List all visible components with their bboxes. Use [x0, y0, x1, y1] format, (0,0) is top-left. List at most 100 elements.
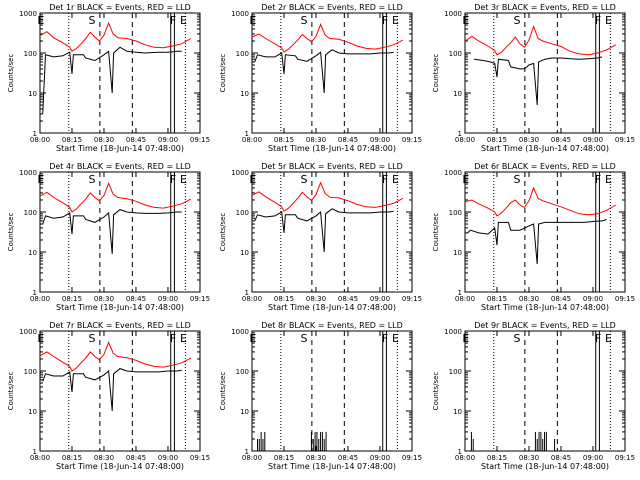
x-tick-label: 08:15: [274, 295, 294, 303]
y-tick-label: 1000: [231, 169, 249, 177]
x-tick-label: 08:15: [487, 136, 507, 144]
y-axis-label: Counts/sec: [7, 372, 15, 411]
panel-title: Det 6r BLACK = Events, RED = LLD: [474, 162, 616, 171]
x-tick-label: 09:15: [615, 136, 635, 144]
marker-letter: S: [514, 332, 521, 345]
y-axis-label: Counts/sec: [219, 372, 227, 411]
x-tick-label: 08:30: [306, 295, 326, 303]
panel-title: Det 9r BLACK = Events, RED = LLD: [474, 321, 616, 330]
marker-letter: E: [462, 14, 469, 27]
y-tick-label: 10: [240, 249, 249, 257]
plot-frame: [251, 171, 413, 293]
x-tick-label: 08:45: [338, 295, 358, 303]
panel-title: Det 8r BLACK = Events, RED = LLD: [261, 321, 403, 330]
y-tick-label: 1: [33, 130, 37, 138]
y-axis-label: Counts/sec: [432, 213, 440, 252]
x-tick-label: 09:00: [370, 136, 390, 144]
marker-letter: F: [382, 14, 388, 27]
x-tick-label: 08:00: [30, 136, 50, 144]
events-series-line: [467, 219, 607, 265]
panel-title: Det 2r BLACK = Events, RED = LLD: [261, 3, 403, 12]
y-tick-label: 1: [245, 289, 249, 297]
y-tick-label: 1: [245, 130, 249, 138]
y-tick-label: 10: [240, 408, 249, 416]
x-tick-label: 08:15: [487, 454, 507, 462]
x-tick-label: 08:15: [274, 454, 294, 462]
panel-1: Det 1r BLACK = Events, RED = LLD 1 10 100 10…: [7, 3, 210, 153]
y-tick-label: 100: [236, 209, 249, 217]
marker-letter: F: [382, 173, 388, 186]
x-axis-label: Start Time (18-Jun-14 07:48:00): [268, 462, 396, 471]
x-tick-label: 09:15: [615, 454, 635, 462]
x-tick-label: 09:00: [370, 295, 390, 303]
x-tick-label: 08:45: [551, 454, 571, 462]
y-tick-label: 10: [28, 90, 37, 98]
y-tick-label: 1000: [19, 10, 37, 18]
x-tick-label: 08:30: [306, 454, 326, 462]
y-tick-label: 100: [236, 368, 249, 376]
marker-letter: E: [37, 14, 44, 27]
x-tick-label: 09:15: [402, 454, 422, 462]
y-tick-label: 1000: [444, 328, 462, 336]
y-tick-label: 1000: [444, 10, 462, 18]
x-tick-label: 08:00: [242, 295, 262, 303]
panel-4: Det 4r BLACK = Events, RED = LLD 1 10 100 10…: [7, 162, 210, 312]
y-tick-label: 10: [453, 90, 462, 98]
lld-series-line: [39, 182, 192, 213]
y-tick-label: 10: [453, 408, 462, 416]
lld-series-line: [251, 23, 404, 53]
marker-letter: F: [595, 173, 601, 186]
x-tick-label: 09:15: [402, 136, 422, 144]
y-tick-label: 10: [28, 408, 37, 416]
marker-letter: E: [392, 332, 399, 345]
y-tick-label: 100: [24, 368, 37, 376]
x-tick-label: 09:00: [158, 295, 178, 303]
marker-letter: E: [249, 173, 256, 186]
y-tick-label: 100: [449, 209, 462, 217]
x-tick-label: 08:45: [551, 295, 571, 303]
marker-letter: F: [170, 173, 176, 186]
y-axis-label: Counts/sec: [7, 213, 15, 252]
marker-letter: E: [37, 173, 44, 186]
panel-title: Det 5r BLACK = Events, RED = LLD: [261, 162, 403, 171]
y-axis-label: Counts/sec: [219, 54, 227, 93]
y-tick-label: 1: [33, 289, 37, 297]
plot-frame: [464, 12, 626, 134]
y-tick-label: 10: [453, 249, 462, 257]
x-tick-label: 09:00: [158, 136, 178, 144]
panel-title: Det 4r BLACK = Events, RED = LLD: [49, 162, 191, 171]
panel-9: Det 9r BLACK = Events, RED = LLD 1 10 100 10…: [432, 321, 635, 471]
x-axis-label: Start Time (18-Jun-14 07:48:00): [56, 462, 184, 471]
marker-letter: E: [462, 173, 469, 186]
marker-letter: E: [180, 332, 187, 345]
events-series-line: [42, 368, 182, 412]
y-axis-label: Counts/sec: [432, 54, 440, 93]
x-tick-label: 08:00: [455, 136, 475, 144]
x-axis-label: Start Time (18-Jun-14 07:48:00): [481, 303, 609, 312]
marker-letter: E: [180, 173, 187, 186]
x-tick-label: 09:00: [158, 454, 178, 462]
panel-2: Det 2r BLACK = Events, RED = LLD 1 10 100 10…: [219, 3, 422, 153]
x-axis-label: Start Time (18-Jun-14 07:48:00): [56, 144, 184, 153]
x-tick-label: 08:45: [126, 136, 146, 144]
panel-title: Det 1r BLACK = Events, RED = LLD: [49, 3, 191, 12]
events-series-line: [254, 49, 394, 94]
marker-letter: E: [605, 332, 612, 345]
x-tick-label: 09:00: [583, 136, 603, 144]
x-tick-label: 08:30: [519, 295, 539, 303]
events-series-line: [474, 56, 603, 106]
x-tick-label: 08:15: [487, 295, 507, 303]
y-tick-label: 1000: [444, 169, 462, 177]
plot-frame: [464, 171, 626, 293]
x-axis-label: Start Time (18-Jun-14 07:48:00): [268, 303, 396, 312]
panel-title: Det 7r BLACK = Events, RED = LLD: [49, 321, 191, 330]
marker-letter: F: [170, 332, 176, 345]
x-tick-label: 09:15: [190, 454, 210, 462]
marker-letter: E: [605, 14, 612, 27]
marker-letter: E: [392, 14, 399, 27]
y-tick-label: 1000: [231, 10, 249, 18]
panel-7: Det 7r BLACK = Events, RED = LLD 1 10 100 10…: [7, 321, 210, 471]
x-tick-label: 08:30: [519, 136, 539, 144]
marker-letter: F: [170, 14, 176, 27]
